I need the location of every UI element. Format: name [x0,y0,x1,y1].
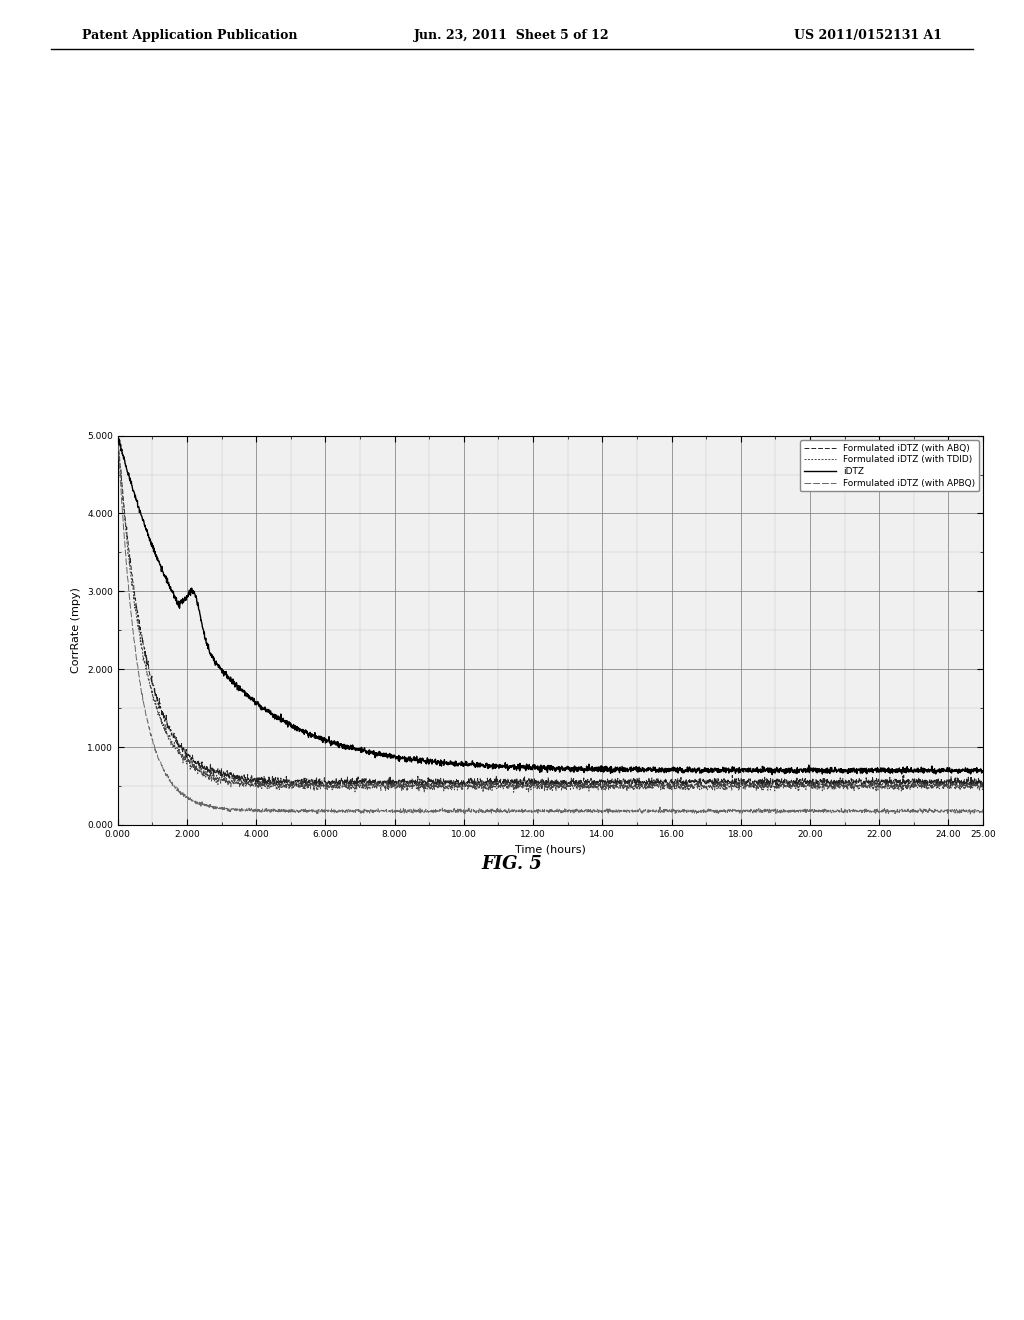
X-axis label: Time (hours): Time (hours) [515,845,586,854]
Text: Patent Application Publication: Patent Application Publication [82,29,297,42]
Text: Jun. 23, 2011  Sheet 5 of 12: Jun. 23, 2011 Sheet 5 of 12 [414,29,610,42]
Text: US 2011/0152131 A1: US 2011/0152131 A1 [794,29,942,42]
Text: FIG. 5: FIG. 5 [481,855,543,874]
Y-axis label: CorrRate (mpy): CorrRate (mpy) [72,587,82,673]
Legend: Formulated iDTZ (with ABQ), Formulated iDTZ (with TDID), iDTZ, Formulated iDTZ (: Formulated iDTZ (with ABQ), Formulated i… [801,440,979,491]
